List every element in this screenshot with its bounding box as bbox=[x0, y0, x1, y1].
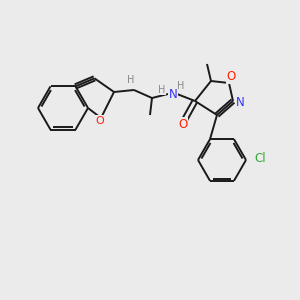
Text: O: O bbox=[96, 116, 104, 126]
Text: H: H bbox=[177, 81, 185, 91]
Text: Cl: Cl bbox=[254, 152, 266, 164]
Text: N: N bbox=[236, 95, 244, 109]
Text: O: O bbox=[226, 70, 236, 83]
Text: O: O bbox=[178, 118, 188, 130]
Text: H: H bbox=[158, 85, 166, 95]
Text: N: N bbox=[169, 88, 177, 100]
Text: H: H bbox=[127, 75, 135, 85]
